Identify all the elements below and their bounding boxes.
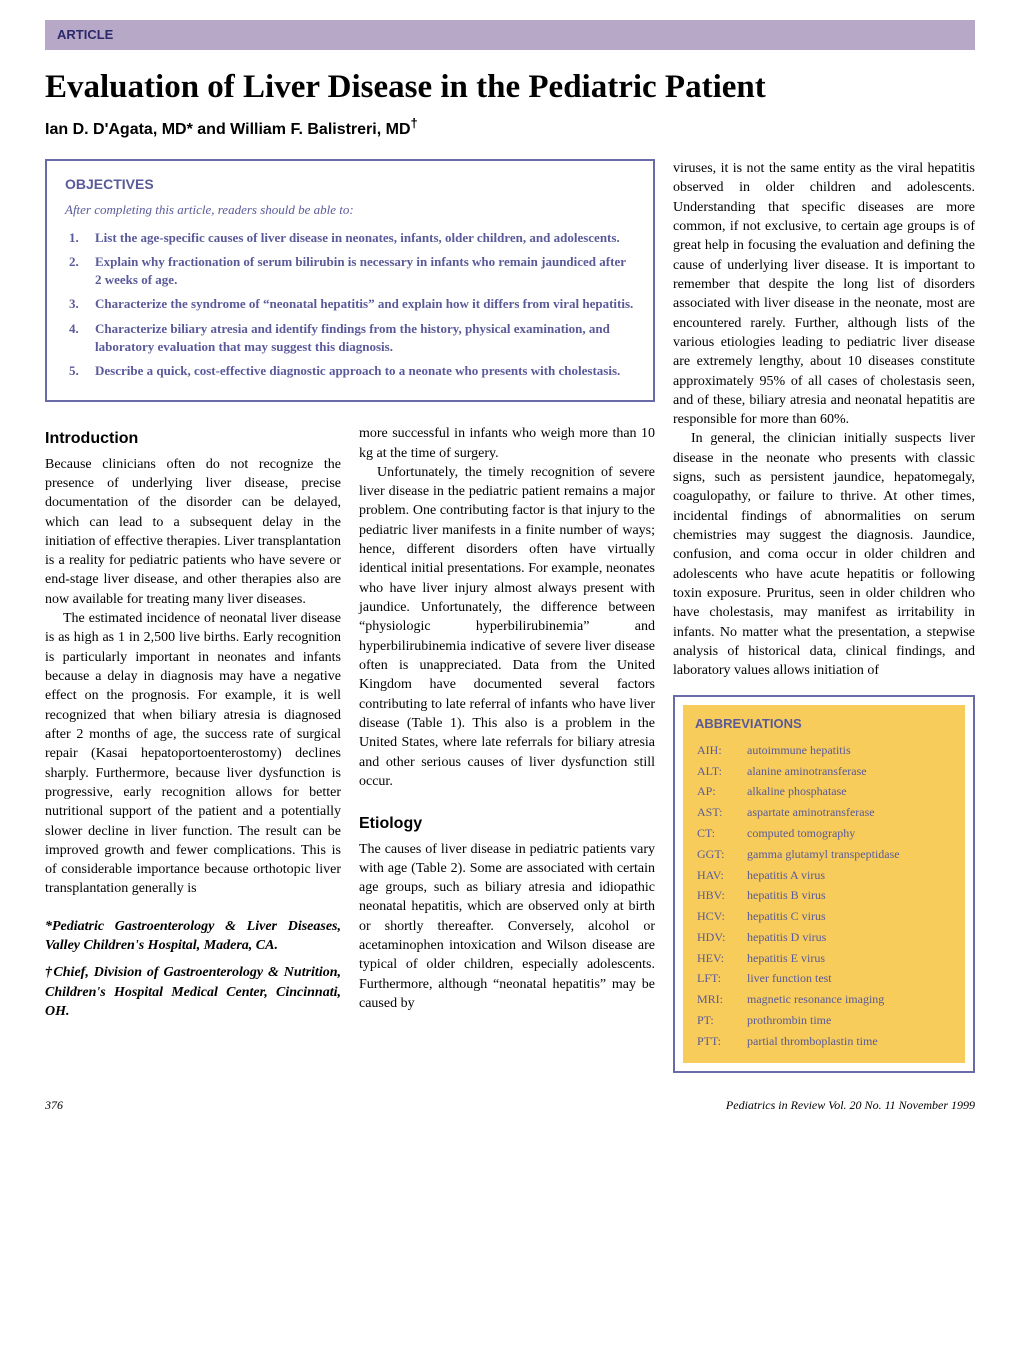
abbreviation-key: HAV: xyxy=(697,866,745,885)
objectives-title: OBJECTIVES xyxy=(65,175,635,195)
abbreviation-key: HEV: xyxy=(697,949,745,968)
objective-item: 4. Characterize biliary atresia and ident… xyxy=(69,320,635,356)
abbreviation-key: AST: xyxy=(697,803,745,822)
abbreviation-value: gamma glutamyl transpeptidase xyxy=(747,845,900,864)
abbreviation-row: AP:alkaline phosphatase xyxy=(697,782,900,801)
abbreviation-key: HDV: xyxy=(697,928,745,947)
objective-text: Characterize biliary atresia and identif… xyxy=(95,320,635,356)
abbreviations-table: AIH:autoimmune hepatitisALT:alanine amin… xyxy=(695,739,902,1053)
abbreviation-value: alanine aminotransferase xyxy=(747,762,900,781)
footnote-text: †Chief, Division of Gastroenterology & N… xyxy=(45,963,341,1021)
abbreviation-key: CT: xyxy=(697,824,745,843)
abbreviation-key: LFT: xyxy=(697,969,745,988)
abbreviation-value: hepatitis D virus xyxy=(747,928,900,947)
objective-item: 5. Describe a quick, cost-effective diagn… xyxy=(69,362,635,380)
objective-text: Characterize the syndrome of “neonatal h… xyxy=(95,295,635,313)
abbreviation-key: AIH: xyxy=(697,741,745,760)
abbreviation-key: AP: xyxy=(697,782,745,801)
section-header-etiology: Etiology xyxy=(359,813,655,835)
abbreviation-value: hepatitis E virus xyxy=(747,949,900,968)
abbreviation-row: HBV:hepatitis B virus xyxy=(697,886,900,905)
abbreviation-value: aspartate aminotransferase xyxy=(747,803,900,822)
abbreviation-row: PT:prothrombin time xyxy=(697,1011,900,1030)
footer-journal: Pediatrics in Review Vol. 20 No. 11 Nove… xyxy=(726,1097,975,1114)
objective-num: 2. xyxy=(69,253,85,289)
objectives-intro: After completing this article, readers s… xyxy=(65,201,635,219)
abbreviation-row: ALT:alanine aminotransferase xyxy=(697,762,900,781)
abbreviation-row: HEV:hepatitis E virus xyxy=(697,949,900,968)
body-column-1: Introduction Because clinicians often do… xyxy=(45,424,341,1029)
abbreviation-key: MRI: xyxy=(697,990,745,1009)
abbreviation-row: CT:computed tomography xyxy=(697,824,900,843)
abbreviation-value: hepatitis B virus xyxy=(747,886,900,905)
objective-item: 3. Characterize the syndrome of “neonatal… xyxy=(69,295,635,313)
body-paragraph: more successful in infants who weigh mor… xyxy=(359,424,655,463)
objective-text: Explain why fractionation of serum bilir… xyxy=(95,253,635,289)
abbreviation-row: HCV:hepatitis C virus xyxy=(697,907,900,926)
abbreviation-row: AIH:autoimmune hepatitis xyxy=(697,741,900,760)
objectives-box: OBJECTIVES After completing this article… xyxy=(45,159,655,402)
abbreviation-key: HCV: xyxy=(697,907,745,926)
abbreviation-row: MRI:magnetic resonance imaging xyxy=(697,990,900,1009)
abbreviation-value: prothrombin time xyxy=(747,1011,900,1030)
abbreviation-key: PTT: xyxy=(697,1032,745,1051)
body-paragraph: The estimated incidence of neonatal live… xyxy=(45,609,341,899)
abbreviation-value: liver function test xyxy=(747,969,900,988)
objective-num: 1. xyxy=(69,229,85,247)
abbreviations-box: ABBREVIATIONS AIH:autoimmune hepatitisAL… xyxy=(673,695,975,1073)
abbreviation-value: alkaline phosphatase xyxy=(747,782,900,801)
objective-num: 4. xyxy=(69,320,85,356)
abbreviation-value: hepatitis A virus xyxy=(747,866,900,885)
footer-page-number: 376 xyxy=(45,1097,63,1114)
objective-num: 5. xyxy=(69,362,85,380)
abbreviation-row: PTT:partial thromboplastin time xyxy=(697,1032,900,1051)
abbreviation-row: HAV:hepatitis A virus xyxy=(697,866,900,885)
authors-text: Ian D. D'Agata, MD* and William F. Balis… xyxy=(45,121,418,138)
objective-text: List the age-specific causes of liver di… xyxy=(95,229,635,247)
section-header-introduction: Introduction xyxy=(45,428,341,450)
abbreviations-title: ABBREVIATIONS xyxy=(695,715,953,733)
abbreviation-row: AST:aspartate aminotransferase xyxy=(697,803,900,822)
body-paragraph: The causes of liver disease in pediatric… xyxy=(359,840,655,1014)
page-footer: 376 Pediatrics in Review Vol. 20 No. 11 … xyxy=(45,1097,975,1114)
objective-item: 1. List the age-specific causes of liver … xyxy=(69,229,635,247)
footnotes: *Pediatric Gastroenterology & Liver Dise… xyxy=(45,917,341,1022)
body-column-3: viruses, it is not the same entity as th… xyxy=(673,159,975,1073)
objectives-list: 1. List the age-specific causes of liver … xyxy=(65,229,635,380)
objective-text: Describe a quick, cost-effective diagnos… xyxy=(95,362,635,380)
abbreviation-key: GGT: xyxy=(697,845,745,864)
abbreviation-value: autoimmune hepatitis xyxy=(747,741,900,760)
body-column-2: more successful in infants who weigh mor… xyxy=(359,424,655,1029)
page-title: Evaluation of Liver Disease in the Pedia… xyxy=(45,64,975,110)
body-paragraph: Unfortunately, the timely recognition of… xyxy=(359,463,655,791)
abbreviation-row: LFT:liver function test xyxy=(697,969,900,988)
body-paragraph: In general, the clinician initially susp… xyxy=(673,429,975,680)
abbreviation-value: hepatitis C virus xyxy=(747,907,900,926)
abbreviation-row: GGT:gamma glutamyl transpeptidase xyxy=(697,845,900,864)
abbreviation-key: HBV: xyxy=(697,886,745,905)
abbreviation-key: ALT: xyxy=(697,762,745,781)
objective-num: 3. xyxy=(69,295,85,313)
article-tab: ARTICLE xyxy=(45,20,975,50)
abbreviation-row: HDV:hepatitis D virus xyxy=(697,928,900,947)
body-paragraph: Because clinicians often do not recogniz… xyxy=(45,455,341,610)
author-line: Ian D. D'Agata, MD* and William F. Balis… xyxy=(45,114,975,141)
abbreviation-value: magnetic resonance imaging xyxy=(747,990,900,1009)
footnote-text: *Pediatric Gastroenterology & Liver Dise… xyxy=(45,917,341,956)
objective-item: 2. Explain why fractionation of serum bil… xyxy=(69,253,635,289)
abbreviation-key: PT: xyxy=(697,1011,745,1030)
abbreviation-value: computed tomography xyxy=(747,824,900,843)
abbreviation-value: partial thromboplastin time xyxy=(747,1032,900,1051)
body-paragraph: viruses, it is not the same entity as th… xyxy=(673,159,975,429)
